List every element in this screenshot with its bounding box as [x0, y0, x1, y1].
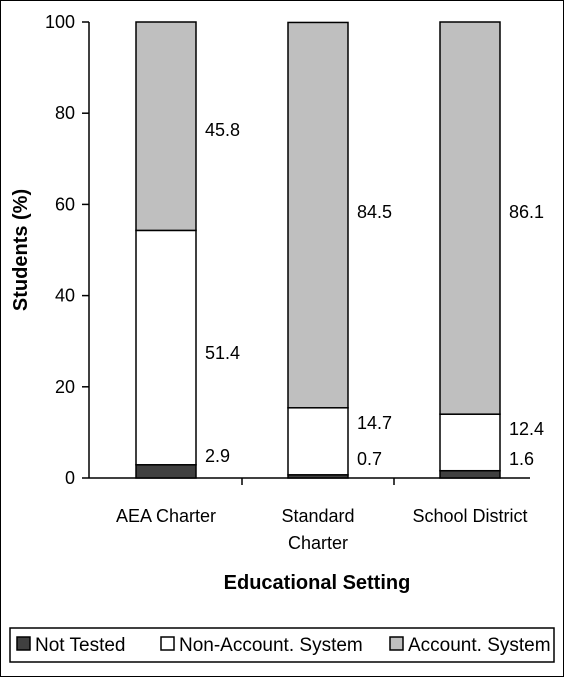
bar-segment-account-system [287, 21, 349, 409]
x-tick-label: Charter [288, 533, 348, 553]
bar-segment-non-account-system [287, 407, 349, 476]
x-tick-label: AEA Charter [116, 506, 216, 526]
bar-segment-non-account-system [439, 413, 501, 472]
y-tick-label: 80 [55, 103, 75, 123]
y-axis: 0 20 40 60 80 100 [45, 12, 90, 488]
legend-item-account-system-swatch [389, 636, 404, 651]
data-label: 12.4 [509, 419, 544, 439]
data-label: 51.4 [205, 343, 240, 363]
data-label: 0.7 [357, 449, 382, 469]
bars [135, 21, 501, 479]
x-axis: AEA Charter Standard Charter School Distric… [89, 477, 530, 553]
x-axis-title: Educational Setting [224, 572, 411, 594]
y-axis-title: Students (%) [10, 189, 32, 311]
legend-item-not-tested-swatch [16, 636, 31, 651]
legend-item-account-system-label: Account. System [408, 635, 551, 656]
legend-item-non-account-system-swatch [160, 636, 175, 651]
x-tick-label: Standard [281, 506, 354, 526]
legend-item-non-account-system-label: Non-Account. System [179, 635, 363, 656]
bar-segment-non-account-system [135, 229, 197, 466]
data-label: 2.9 [205, 446, 230, 466]
y-tick-label: 40 [55, 286, 75, 306]
legend-border [9, 627, 555, 663]
data-label: 45.8 [205, 120, 240, 140]
legend: Not Tested Non-Account. System Account. Sy… [9, 627, 555, 663]
bar-segment-account-system [439, 21, 501, 415]
y-tick-label: 100 [45, 12, 75, 32]
data-labels: 2.9 51.4 45.8 0.7 14.7 84.5 1.6 12.4 86.1 [205, 120, 544, 469]
data-label: 86.1 [509, 202, 544, 222]
y-tick-label: 60 [55, 194, 75, 214]
data-label: 14.7 [357, 413, 392, 433]
data-label: 84.5 [357, 202, 392, 222]
bar-segment-account-system [135, 21, 197, 232]
bar-segment-not-tested [439, 469, 501, 479]
y-tick-label: 20 [55, 377, 75, 397]
data-label: 1.6 [509, 449, 534, 469]
y-tick-label: 0 [65, 468, 75, 488]
bar-segment-not-tested [135, 464, 197, 479]
legend-item-not-tested-label: Not Tested [35, 635, 125, 656]
x-tick-label: School District [412, 506, 527, 526]
